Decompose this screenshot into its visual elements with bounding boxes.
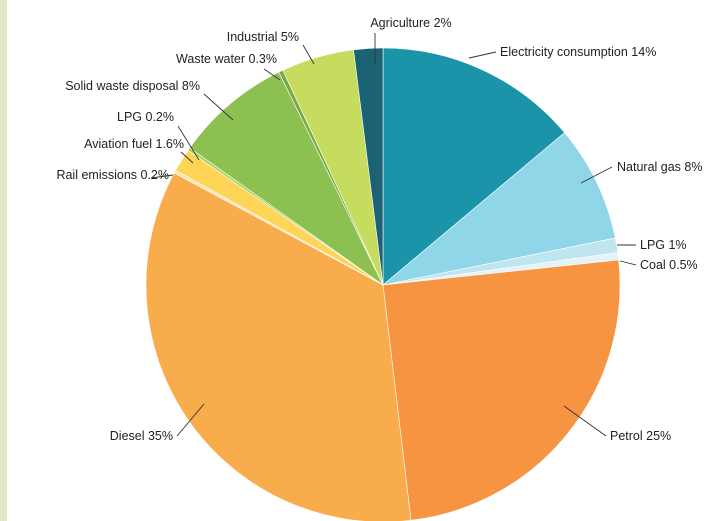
slice-label: Coal 0.5% xyxy=(640,258,698,272)
leader-line xyxy=(263,68,281,81)
leader-line xyxy=(203,93,234,121)
leader-line xyxy=(302,44,315,65)
leader-lines xyxy=(150,33,637,437)
leader-line xyxy=(468,51,497,59)
slice-label: Industrial 5% xyxy=(227,30,299,44)
pie-slice-petrol xyxy=(382,259,621,521)
leader-line xyxy=(563,405,607,437)
leader-line xyxy=(619,260,637,266)
pie-slices xyxy=(145,47,621,521)
slice-label: Waste water 0.3% xyxy=(176,52,277,66)
pie-slice-solid-waste-disposal xyxy=(189,71,384,286)
slice-label: Natural gas 8% xyxy=(617,160,702,174)
leader-line xyxy=(180,151,194,164)
slice-label: Rail emissions 0.2% xyxy=(56,168,169,182)
leader-line xyxy=(580,166,613,184)
pie-slice-electricity-consumption xyxy=(382,47,565,286)
slice-label: Agriculture 2% xyxy=(370,16,451,30)
slice-label: Electricity consumption 14% xyxy=(500,45,656,59)
slice-label: Aviation fuel 1.6% xyxy=(84,137,184,151)
slice-label: Solid waste disposal 8% xyxy=(65,79,200,93)
slice-labels: Electricity consumption 14% Natural gas 8… xyxy=(56,16,702,443)
pie-slice-diesel xyxy=(145,172,412,521)
side-band xyxy=(0,0,7,521)
leader-line xyxy=(150,174,174,179)
pie-slice-natural-gas xyxy=(382,132,616,286)
slice-label: Petrol 25% xyxy=(610,429,671,443)
slice-label: LPG 1% xyxy=(640,238,687,252)
leader-line xyxy=(177,125,200,161)
slice-label: Diesel 35% xyxy=(110,429,173,443)
leader-line xyxy=(176,403,205,437)
pie-slice-agriculture xyxy=(353,47,384,286)
slice-label: LPG 0.2% xyxy=(117,110,174,124)
